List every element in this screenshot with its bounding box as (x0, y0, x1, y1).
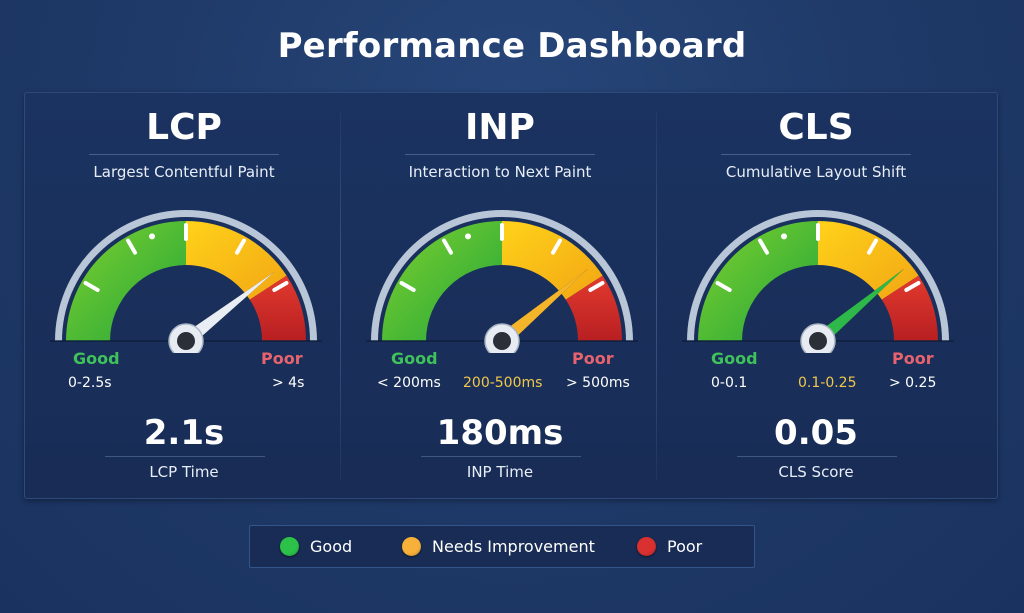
tick-mark (758, 238, 769, 255)
needs-improvement-dot-icon (402, 537, 421, 556)
metrics-panel: LCP Largest Contentful Paint Good Poor 0… (24, 92, 998, 499)
gauge-inp (366, 210, 638, 353)
poor-dot-icon (637, 537, 656, 556)
good-label: Good (711, 349, 758, 368)
divider (737, 456, 897, 457)
metric-abbr: CLS (778, 107, 854, 148)
metric-card-cls: CLS Cumulative Layout Shift Good Poor 0-… (657, 93, 975, 498)
tick-mark (588, 281, 605, 292)
poor-range: > 4s (272, 375, 305, 391)
good-range: 0-2.5s (68, 375, 112, 391)
legend-item-poor: Poor (637, 526, 702, 567)
metric-value: 180ms (436, 413, 564, 453)
legend-label: Needs Improvement (432, 537, 595, 556)
legend: Good Needs Improvement Poor (249, 525, 755, 568)
metric-value: 2.1s (143, 413, 225, 453)
poor-range: > 500ms (566, 375, 630, 391)
poor-label: Poor (261, 349, 303, 368)
legend-label: Poor (667, 537, 703, 556)
tick-mark (715, 281, 732, 292)
metric-caption: LCP Time (149, 463, 219, 481)
legend-label: Good (310, 537, 353, 556)
poor-range: > 0.25 (889, 375, 937, 391)
good-range: 0-0.1 (711, 375, 748, 391)
tick-mark (83, 281, 100, 292)
poor-zone (881, 275, 938, 341)
tick-mark (235, 238, 246, 255)
poor-zone (249, 275, 306, 341)
needs-improvement-zone (186, 221, 287, 300)
tick-mark (867, 238, 878, 255)
metric-card-inp: INP Interaction to Next Paint Good Poor … (341, 93, 659, 498)
good-zone (66, 221, 186, 341)
good-label: Good (391, 349, 438, 368)
divider (421, 456, 581, 457)
poor-label: Poor (572, 349, 614, 368)
legend-item-needs-improvement: Needs Improvement (402, 526, 595, 567)
metric-name: Interaction to Next Paint (408, 163, 592, 181)
poor-zone (565, 275, 622, 341)
tick-mark (126, 238, 137, 255)
metric-abbr: INP (465, 107, 535, 148)
good-zone (382, 221, 502, 341)
tick-mark (904, 281, 921, 292)
needs-improvement-zone (502, 221, 603, 300)
divider (105, 456, 265, 457)
tick-mark (272, 281, 289, 292)
tick-mark (399, 281, 416, 292)
metric-abbr: LCP (146, 107, 222, 148)
good-dot-icon (280, 537, 299, 556)
metric-name: Cumulative Layout Shift (725, 163, 907, 181)
divider (89, 154, 279, 155)
tick-mark (442, 238, 453, 255)
metric-name: Largest Contentful Paint (93, 163, 275, 181)
gauge-cls (682, 210, 954, 353)
divider (721, 154, 911, 155)
metric-caption: INP Time (466, 463, 534, 481)
divider (656, 111, 657, 481)
mid-range: 200-500ms (463, 375, 543, 391)
divider (340, 111, 341, 481)
mid-range: 0.1-0.25 (798, 375, 857, 391)
legend-item-good: Good (280, 526, 352, 567)
tick-mark (551, 238, 562, 255)
metric-value: 0.05 (774, 413, 858, 453)
needs-improvement-zone (818, 221, 919, 300)
divider (405, 154, 595, 155)
good-zone (698, 221, 818, 341)
gauge-lcp (50, 210, 322, 353)
page-title: Performance Dashboard (277, 26, 747, 66)
good-label: Good (73, 349, 120, 368)
metric-caption: CLS Score (778, 463, 854, 481)
good-range: < 200ms (377, 375, 441, 391)
metric-card-lcp: LCP Largest Contentful Paint Good Poor 0… (25, 93, 343, 498)
poor-label: Poor (892, 349, 934, 368)
